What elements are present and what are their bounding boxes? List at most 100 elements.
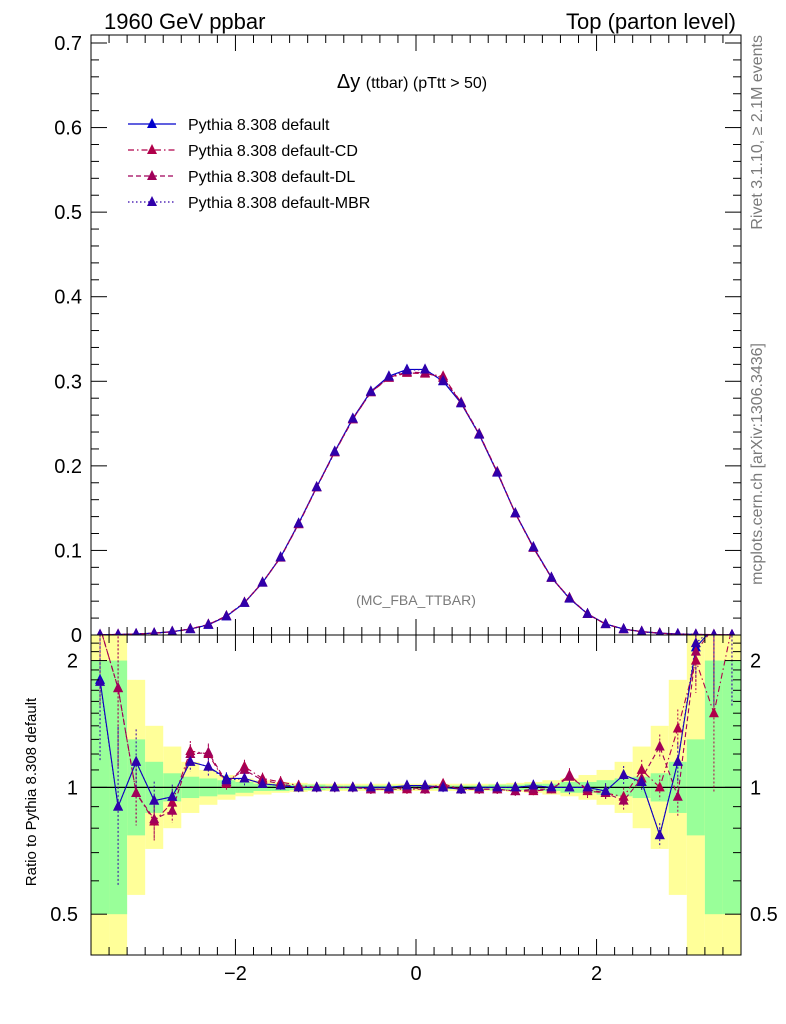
y-tick-label: 0.1 xyxy=(54,540,82,562)
ratio-point xyxy=(167,796,178,807)
legend: Pythia 8.308 default Pythia 8.308 default… xyxy=(128,117,370,212)
data-point xyxy=(728,628,736,635)
ratio-point xyxy=(149,794,160,805)
ratio-point xyxy=(618,794,629,805)
ratio-point xyxy=(365,781,376,792)
legend-label: Pythia 8.308 default xyxy=(188,117,330,134)
legend-marker xyxy=(147,144,157,154)
ratio-point xyxy=(654,829,665,840)
ratio-point xyxy=(546,781,557,792)
ratio-y-tick-label: 1 xyxy=(67,777,78,799)
data-point xyxy=(420,363,431,374)
ratio-y-tick-label: 0.5 xyxy=(50,904,78,926)
ratio-point xyxy=(474,781,485,792)
mcplots-label: mcplots.cern.ch [arXiv:1306.3436] xyxy=(749,343,766,585)
data-point xyxy=(474,428,485,439)
ratio-panel: 0.5 0.5 1 1 2 2 −2 0 2 Ratio to Pythia 8.308 def… xyxy=(23,634,778,985)
data-point xyxy=(329,445,340,456)
data-point xyxy=(618,622,629,633)
data-point xyxy=(510,507,521,518)
ratio-point xyxy=(239,763,250,774)
ratio-point xyxy=(654,781,665,792)
data-point xyxy=(185,623,196,634)
data-point xyxy=(239,596,250,607)
data-point xyxy=(167,625,177,635)
data-point xyxy=(438,374,449,385)
data-point xyxy=(347,412,358,423)
ratio-point xyxy=(113,682,124,693)
ratio-point xyxy=(420,779,431,790)
main-panel: 0 0.1 0.2 0.3 0.4 0.5 0.6 0.7 Δy (ttbar) (pTtt … xyxy=(54,33,742,647)
header-process: Top (parton level) xyxy=(566,9,736,34)
ratio-point xyxy=(275,779,286,790)
header-energy: 1960 GeV ppbar xyxy=(104,9,265,34)
data-point xyxy=(365,385,376,396)
ratio-point xyxy=(347,781,358,792)
data-point xyxy=(221,610,232,621)
rivet-label: Rivet 3.1.10, ≥ 2.1M events xyxy=(749,35,766,230)
ratio-point xyxy=(564,781,575,792)
data-point xyxy=(637,625,647,635)
data-point xyxy=(150,627,159,635)
ratio-point xyxy=(383,781,394,792)
ratio-point xyxy=(329,781,340,792)
ratio-point xyxy=(690,637,701,648)
ratio-point xyxy=(167,804,178,815)
legend-marker xyxy=(147,196,157,206)
data-point xyxy=(96,628,104,635)
data-point xyxy=(656,627,664,635)
data-point xyxy=(710,628,718,635)
ratio-point xyxy=(654,740,665,751)
data-point xyxy=(257,576,268,587)
ratio-point xyxy=(185,748,196,759)
ratio-point xyxy=(149,813,160,824)
y-tick-label: 0.7 xyxy=(54,33,82,55)
x-tick-label: 2 xyxy=(591,963,602,985)
y-tick-label: 0 xyxy=(71,625,82,647)
y-tick-label: 0.3 xyxy=(54,371,82,393)
ratio-y-tick-label-right: 0.5 xyxy=(750,904,778,926)
watermark: (MC_FBA_TTBAR) xyxy=(356,592,476,608)
y-tick-label: 0.5 xyxy=(54,202,82,224)
data-point xyxy=(600,618,611,629)
ratio-point xyxy=(690,654,701,665)
data-point xyxy=(546,571,557,582)
legend-label: Pythia 8.308 default-MBR xyxy=(188,195,370,212)
data-point xyxy=(275,551,286,562)
ratio-point xyxy=(311,781,322,792)
data-point xyxy=(311,481,322,492)
ratio-point xyxy=(582,781,593,792)
ratio-y-tick-label-right: 2 xyxy=(750,651,761,673)
data-point xyxy=(456,397,467,408)
data-point xyxy=(582,607,593,618)
ratio-ylabel: Ratio to Pythia 8.308 default xyxy=(23,697,40,886)
data-point xyxy=(383,370,394,381)
ratio-point xyxy=(636,775,647,786)
data-point xyxy=(564,592,575,603)
x-tick-label: 0 xyxy=(410,963,421,985)
ratio-point xyxy=(510,781,521,792)
x-tick-label: −2 xyxy=(224,963,247,985)
legend-label: Pythia 8.308 default-DL xyxy=(188,169,355,186)
ratio-point xyxy=(257,777,268,788)
ratio-point xyxy=(131,755,142,766)
y-tick-label: 0.2 xyxy=(54,456,82,478)
ratio-point xyxy=(131,786,142,797)
y-tick-label: 0.6 xyxy=(54,118,82,140)
ratio-point xyxy=(293,781,304,792)
ratio-point xyxy=(221,774,232,785)
ratio-point xyxy=(438,781,449,792)
ratio-point xyxy=(672,790,683,801)
ratio-point xyxy=(672,755,683,766)
ratio-point xyxy=(185,755,196,766)
data-point xyxy=(114,628,122,635)
ratio-point xyxy=(456,783,467,794)
y-tick-label: 0.4 xyxy=(54,287,82,309)
ratio-point xyxy=(113,800,124,811)
data-point xyxy=(203,618,214,629)
ratio-point xyxy=(528,779,539,790)
ratio-point xyxy=(239,772,250,783)
ratio-point xyxy=(492,781,503,792)
data-point xyxy=(528,541,539,552)
